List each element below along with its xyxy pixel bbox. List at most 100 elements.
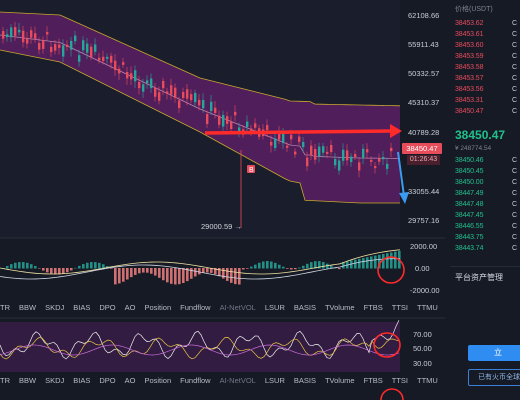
candle-body <box>70 40 73 50</box>
indicator-tab[interactable]: AO <box>124 376 136 385</box>
indicator-tab[interactable]: FTBS <box>363 376 383 385</box>
candle-body <box>382 156 385 160</box>
indicator-tab[interactable]: BIAS <box>73 303 91 312</box>
macd-bar <box>58 268 61 275</box>
macd-bar <box>354 259 357 269</box>
bid-side-marker: C <box>512 157 518 164</box>
ask-price[interactable]: 38453.31 <box>455 97 484 104</box>
macd-bar <box>290 268 293 270</box>
indicator-tab[interactable]: TTMU <box>417 303 438 312</box>
indicator-tab-row: TR BBW SKDJ BIAS DPO AO Position Fundflow AI-Net… <box>0 303 478 315</box>
macd-bar <box>266 261 269 269</box>
ask-price[interactable]: 38453.58 <box>455 64 484 71</box>
candle-body <box>178 100 181 109</box>
candle-body <box>254 123 257 128</box>
chart-area[interactable]: B 62108.66 55911.43 50332.57 45310.37 40… <box>0 0 469 400</box>
candle-body <box>206 114 209 125</box>
ask-price[interactable]: 38453.57 <box>455 75 484 82</box>
indicator-tab[interactable]: LSUR <box>264 303 285 312</box>
ask-side-marker: C <box>512 31 518 38</box>
indicator-tab[interactable]: Position <box>144 376 172 385</box>
macd-bar <box>198 268 201 275</box>
indicator-tab[interactable]: AI-NetVOL <box>219 376 256 385</box>
candle-body <box>6 34 9 38</box>
bid-price[interactable]: 38447.49 <box>455 190 484 197</box>
indicator-tab[interactable]: FTBS <box>363 303 383 312</box>
macd-bar <box>330 265 333 269</box>
indicator-tab[interactable]: Position <box>144 303 172 312</box>
bid-price[interactable]: 38447.45 <box>455 212 484 219</box>
macd-bar <box>394 251 397 269</box>
macd-bar <box>342 262 345 269</box>
secondary-action-button[interactable]: 已有火币全球 <box>468 369 520 386</box>
ask-price[interactable]: 38453.61 <box>455 31 484 38</box>
bid-price[interactable]: 38447.48 <box>455 201 484 208</box>
bid-price[interactable]: 38443.74 <box>455 245 484 252</box>
indicator-tab[interactable]: DPO <box>99 303 116 312</box>
macd-bar <box>390 252 393 269</box>
macd-bar <box>318 261 321 269</box>
indicator-tab[interactable]: TVolume <box>324 376 355 385</box>
candle-body <box>18 29 21 33</box>
indicator-tab[interactable]: SKDJ <box>45 376 65 385</box>
indicator-tab-row-bottom: TR BBW SKDJ BIAS DPO AO Position Fundflow AI-Net… <box>0 376 478 388</box>
indicator-tab[interactable]: LSUR <box>264 376 285 385</box>
ask-price[interactable]: 38450.47 <box>455 108 484 115</box>
indicator-tab[interactable]: TTSI <box>391 376 408 385</box>
candle-body <box>194 92 197 103</box>
macd-bar <box>294 268 297 270</box>
ask-price[interactable]: 38453.56 <box>455 86 484 93</box>
indicator-tab[interactable]: SKDJ <box>45 303 65 312</box>
ask-price[interactable]: 38453.60 <box>455 42 484 49</box>
candle-body <box>250 128 253 131</box>
indicator-tab[interactable]: DPO <box>99 376 116 385</box>
indicator-tab[interactable]: AO <box>124 303 136 312</box>
indicator-tab[interactable]: BIAS <box>73 376 91 385</box>
indicator-tab[interactable]: BASIS <box>293 303 316 312</box>
ask-price[interactable]: 38453.62 <box>455 20 484 27</box>
candle-body <box>118 68 121 74</box>
candle-body <box>142 84 145 92</box>
bid-price[interactable]: 38450.00 <box>455 179 484 186</box>
ask-side-marker: C <box>512 42 518 49</box>
candle-body <box>98 57 101 61</box>
bid-price[interactable]: 38450.46 <box>455 157 484 164</box>
candle-body <box>282 131 285 144</box>
macd-bar <box>350 260 353 269</box>
macd-bar <box>214 268 217 275</box>
bid-price[interactable]: 38443.75 <box>455 234 484 241</box>
indicator-tab[interactable]: TVolume <box>324 303 355 312</box>
price-chart-canvas[interactable]: B <box>0 0 445 400</box>
macd-line <box>0 249 401 275</box>
macd-bar <box>202 268 205 274</box>
indicator-tab[interactable]: TTMU <box>417 376 438 385</box>
indicator-tab[interactable]: AI-NetVOL <box>219 303 256 312</box>
ask-side-marker: C <box>512 108 518 115</box>
indicator-tab[interactable]: Fundflow <box>180 376 211 385</box>
candle-body <box>154 87 157 97</box>
indicator-tab[interactable]: TR <box>0 376 10 385</box>
macd-bar <box>254 264 257 269</box>
bid-price[interactable]: 38450.45 <box>455 168 484 175</box>
candle-body <box>214 107 217 113</box>
bid-price[interactable]: 38446.55 <box>455 223 484 230</box>
primary-action-button[interactable]: 立 <box>468 345 520 361</box>
candle-body <box>238 127 241 134</box>
indicator-tab[interactable]: Fundflow <box>180 303 211 312</box>
candle-body <box>78 55 81 62</box>
indicator-tab[interactable]: TTSI <box>391 303 408 312</box>
candle-body <box>190 94 193 101</box>
indicator-tab[interactable]: BBW <box>19 303 37 312</box>
indicator-tab[interactable]: TR <box>0 303 10 312</box>
ask-price[interactable]: 38453.59 <box>455 53 484 60</box>
candle-body <box>318 146 321 157</box>
indicator-tab[interactable]: BBW <box>19 376 37 385</box>
macd-bar <box>226 268 229 281</box>
macd-bar <box>22 262 25 269</box>
macd-bar <box>182 268 185 284</box>
assets-section-title: 平台资产管理 <box>455 273 503 282</box>
macd-bar <box>378 254 381 269</box>
indicator-tab[interactable]: BASIS <box>293 376 316 385</box>
ask-side-marker: C <box>512 97 518 104</box>
candle-body <box>102 56 105 62</box>
